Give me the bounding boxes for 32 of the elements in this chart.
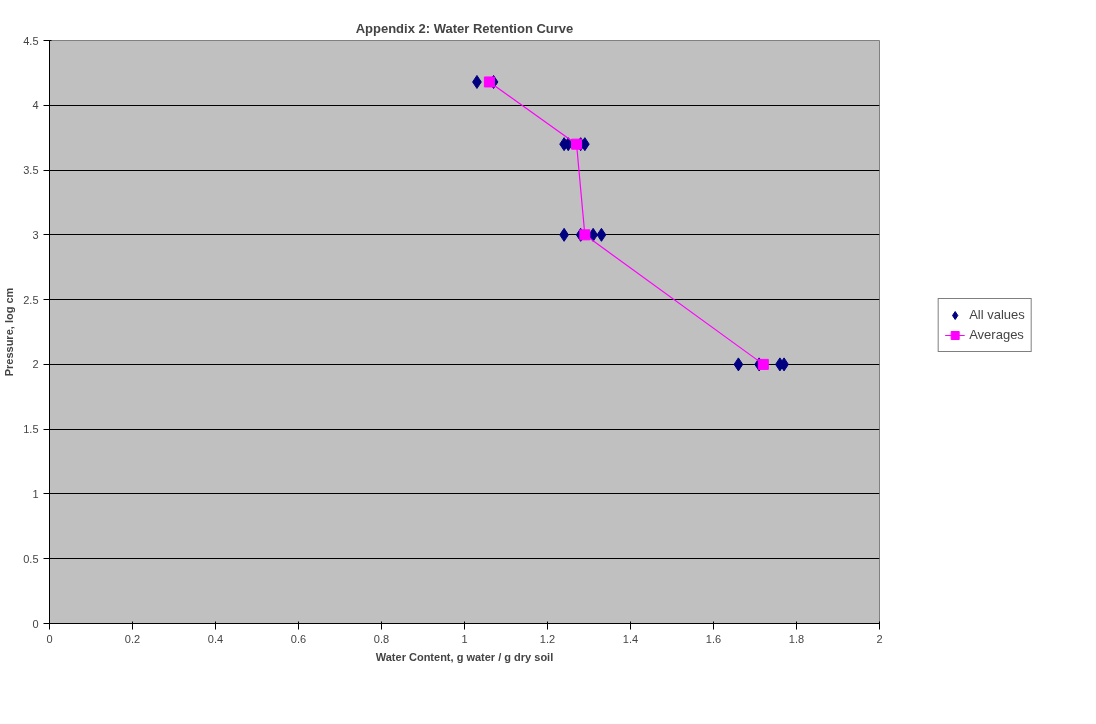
x-tick-label: 1 xyxy=(461,632,468,645)
legend-label: All values xyxy=(969,307,1025,323)
point xyxy=(579,229,591,241)
y-tick-label: 3.5 xyxy=(23,164,39,177)
y-tick-label: 4 xyxy=(32,99,39,112)
y-tick-label: 1 xyxy=(32,487,39,500)
x-tick-label: 1.8 xyxy=(788,632,805,645)
y-tick-label: 1.5 xyxy=(23,423,39,436)
x-tick-label: 1.4 xyxy=(622,632,639,645)
point xyxy=(733,357,744,372)
y-tick-label: 0 xyxy=(32,617,39,630)
x-tick-label: 0.8 xyxy=(373,632,390,645)
y-tick-label: 2 xyxy=(32,358,39,371)
x-tick-label: 2 xyxy=(876,632,883,645)
x-tick-label: 0 xyxy=(46,632,53,645)
y-tick-label: 2.5 xyxy=(23,293,39,306)
legend-label: Averages xyxy=(969,327,1024,343)
chart-title: Appendix 2: Water Retention Curve xyxy=(355,20,574,36)
point xyxy=(757,358,769,370)
x-tick-label: 0.2 xyxy=(124,632,141,645)
y-tick-label: 3 xyxy=(32,228,39,241)
y-tick-label: 0.5 xyxy=(23,552,39,565)
point xyxy=(596,227,607,242)
y-axis-title: Pressure, log cm xyxy=(3,287,16,377)
x-axis-title: Water Content, g water / g dry soil xyxy=(375,650,554,663)
point xyxy=(483,76,495,88)
y-tick-label: 4.5 xyxy=(23,34,39,47)
x-tick-label: 1.6 xyxy=(705,632,722,645)
x-tick-label: 1.2 xyxy=(539,632,556,645)
x-tick-label: 0.4 xyxy=(207,632,224,645)
x-tick-label: 0.6 xyxy=(290,632,307,645)
point xyxy=(571,138,583,150)
